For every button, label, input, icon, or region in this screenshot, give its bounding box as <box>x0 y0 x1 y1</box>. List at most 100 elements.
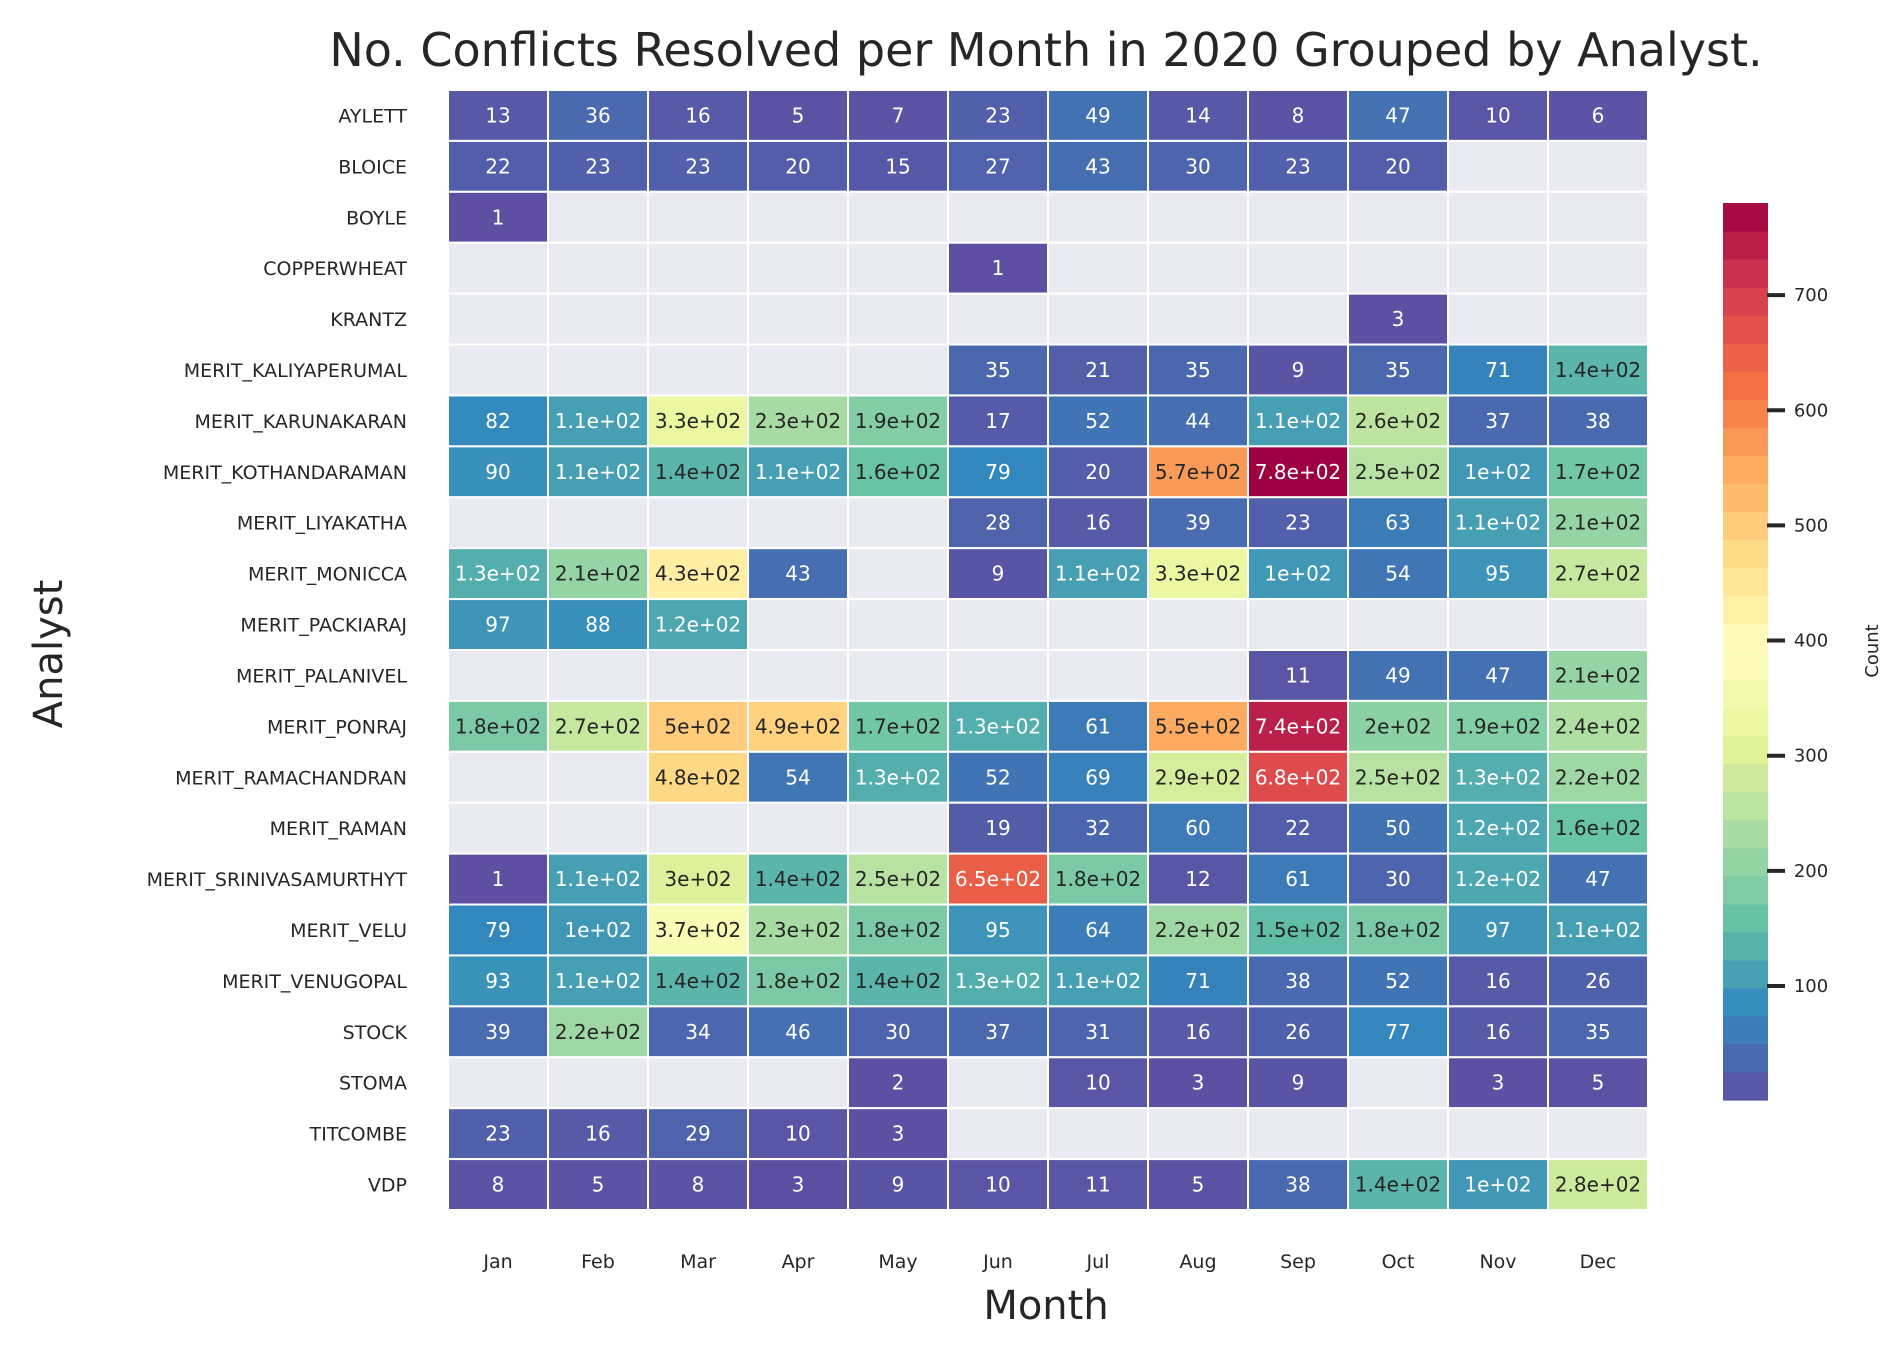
heatmap-cell <box>1047 190 1149 244</box>
cell-value-label: 1.6e+02 <box>1555 816 1641 840</box>
heatmap-cell <box>947 89 1049 142</box>
heatmap-cell <box>1547 852 1649 906</box>
cell-value-label: 5 <box>1192 1173 1205 1197</box>
cell-value-label: 54 <box>1385 562 1410 586</box>
heatmap-cell <box>747 801 849 855</box>
heatmap-cell <box>847 445 949 499</box>
heatmap-cell <box>1147 190 1249 244</box>
column-tick-label: Dec <box>1580 1251 1617 1273</box>
cell-value-label: 1.7e+02 <box>1555 460 1641 484</box>
cell-value-label: 10 <box>1485 103 1510 127</box>
heatmap-cell <box>1447 1107 1549 1161</box>
colorbar-tick-label: 200 <box>1794 861 1828 882</box>
heatmap-cell <box>847 598 949 652</box>
cell-value-label: 1e+02 <box>1464 1173 1531 1197</box>
heatmap-cell <box>1047 1107 1149 1161</box>
cell-value-label: 4.3e+02 <box>655 562 741 586</box>
heatmap-cell <box>947 547 1049 601</box>
cell-value-label: 1.4e+02 <box>1555 358 1641 382</box>
cell-value-label: 1.8e+02 <box>1055 867 1141 891</box>
heatmap-cell <box>1547 89 1649 142</box>
cell-value-label: 2.8e+02 <box>1555 1173 1641 1197</box>
colorbar-band <box>1723 343 1768 372</box>
heatmap-cell <box>1147 699 1249 753</box>
heatmap-cell <box>647 496 749 550</box>
heatmap-cell <box>547 852 649 906</box>
heatmap-cell <box>747 139 849 193</box>
heatmap-cell <box>847 190 949 244</box>
colorbar-band <box>1723 539 1768 569</box>
heatmap-cell <box>447 649 549 702</box>
cell-value-label: 28 <box>985 511 1010 535</box>
cell-value-label: 11 <box>1285 663 1310 687</box>
heatmap-cell <box>1047 547 1149 601</box>
heatmap-cell <box>1247 343 1349 397</box>
cell-value-label: 46 <box>785 1020 810 1044</box>
heatmap-cell <box>747 699 849 753</box>
heatmap-cell <box>547 1056 649 1110</box>
heatmap-cell <box>747 445 849 499</box>
heatmap-cell <box>1347 139 1449 193</box>
cell-value-label: 1.1e+02 <box>1055 969 1141 993</box>
colorbar-band <box>1723 651 1768 681</box>
colorbar-band <box>1723 483 1768 512</box>
heatmap-cell <box>1347 1005 1449 1059</box>
heatmap-cell <box>1347 241 1449 295</box>
heatmap-cell <box>447 292 549 346</box>
row-tick-label: MERIT_KALIYAPERUMAL <box>184 360 408 382</box>
colorbar-tick-label: 400 <box>1794 631 1828 652</box>
cell-value-label: 95 <box>985 918 1010 942</box>
cell-value-label: 1.4e+02 <box>1355 1173 1441 1197</box>
cell-value-label: 3.3e+02 <box>655 409 741 433</box>
cell-value-label: 1.3e+02 <box>955 969 1041 993</box>
heatmap-cell <box>547 445 649 499</box>
heatmap-cell <box>447 89 549 142</box>
heatmap-cell <box>1347 801 1449 855</box>
row-tick-label: BLOICE <box>338 156 407 178</box>
row-tick-label: MERIT_LIYAKATHA <box>237 513 407 535</box>
row-tick-label: KRANTZ <box>330 309 407 331</box>
heatmap-cell <box>847 649 949 702</box>
cell-value-label: 47 <box>1485 663 1510 687</box>
heatmap-cell <box>1147 496 1249 550</box>
cell-value-label: 77 <box>1385 1020 1410 1044</box>
cell-value-label: 2.1e+02 <box>1555 511 1641 535</box>
cell-value-label: 20 <box>785 154 810 178</box>
cell-value-label: 54 <box>785 765 810 789</box>
colorbar-tick-label: 300 <box>1794 746 1828 767</box>
cell-value-label: 5 <box>592 1173 605 1197</box>
heatmap-cell <box>1447 750 1549 804</box>
cell-value-label: 16 <box>685 103 710 127</box>
cell-value-label: 9 <box>1292 1071 1305 1095</box>
heatmap-cell <box>1247 139 1349 193</box>
cell-value-label: 10 <box>1085 1071 1110 1095</box>
heatmap-cell <box>1247 1005 1349 1059</box>
heatmap-cell <box>747 292 849 346</box>
heatmap-cell <box>647 1005 749 1059</box>
heatmap-cell <box>1047 445 1149 499</box>
heatmap-cell <box>1247 852 1349 906</box>
heatmap-cell <box>947 750 1049 804</box>
cell-value-label: 1.1e+02 <box>555 969 641 993</box>
heatmap-cell <box>1547 801 1649 855</box>
cell-value-label: 21 <box>1085 358 1110 382</box>
heatmap-cell <box>447 903 549 957</box>
cell-value-label: 60 <box>1185 816 1210 840</box>
row-tick-label: MERIT_PACKIARAJ <box>240 615 407 637</box>
cell-value-label: 1.7e+02 <box>855 714 941 738</box>
heatmap-cell <box>1347 445 1449 499</box>
cell-value-label: 2.7e+02 <box>1555 562 1641 586</box>
column-tick-label: Nov <box>1479 1251 1516 1273</box>
cell-value-label: 79 <box>485 918 510 942</box>
colorbar-band <box>1723 259 1768 288</box>
heatmap-cell <box>1147 1056 1249 1110</box>
heatmap-cell <box>647 445 749 499</box>
cell-value-label: 47 <box>1385 103 1410 127</box>
cell-value-label: 35 <box>985 358 1010 382</box>
heatmap-cell <box>1447 190 1549 244</box>
heatmap-cell <box>1547 547 1649 601</box>
column-tick-label: Apr <box>782 1251 815 1273</box>
heatmap-cell <box>947 801 1049 855</box>
heatmap-cell <box>947 699 1049 753</box>
cell-value-label: 16 <box>585 1122 610 1146</box>
